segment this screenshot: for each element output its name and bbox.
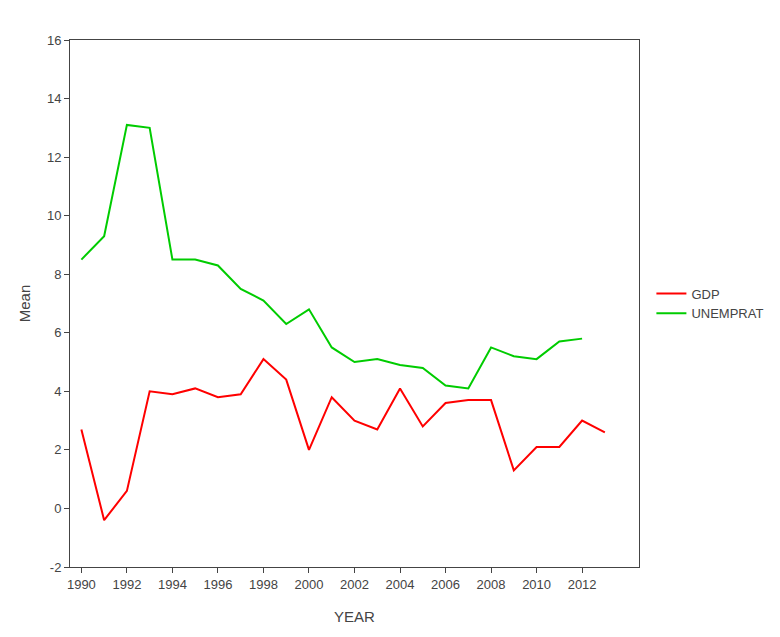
svg-text:UNEMPRAT: UNEMPRAT <box>691 306 763 321</box>
svg-text:2012: 2012 <box>568 577 597 592</box>
svg-text:2006: 2006 <box>431 577 460 592</box>
svg-text:6: 6 <box>54 325 61 340</box>
svg-text:8: 8 <box>54 267 61 282</box>
svg-text:YEAR: YEAR <box>334 608 375 625</box>
svg-text:14: 14 <box>47 91 61 106</box>
svg-text:0: 0 <box>54 501 61 516</box>
svg-text:2000: 2000 <box>295 577 324 592</box>
svg-text:1990: 1990 <box>67 577 96 592</box>
svg-text:2: 2 <box>54 442 61 457</box>
svg-text:1998: 1998 <box>249 577 278 592</box>
svg-text:-2: -2 <box>50 560 62 575</box>
svg-text:12: 12 <box>47 150 61 165</box>
svg-text:16: 16 <box>47 33 61 48</box>
svg-text:1992: 1992 <box>112 577 141 592</box>
svg-text:1996: 1996 <box>203 577 232 592</box>
svg-text:4: 4 <box>54 384 61 399</box>
svg-text:1994: 1994 <box>158 577 187 592</box>
svg-text:10: 10 <box>47 208 61 223</box>
svg-text:2002: 2002 <box>340 577 369 592</box>
svg-text:Mean: Mean <box>16 285 33 323</box>
svg-text:GDP: GDP <box>691 287 719 302</box>
svg-text:2004: 2004 <box>386 577 415 592</box>
svg-text:2008: 2008 <box>477 577 506 592</box>
svg-text:2010: 2010 <box>522 577 551 592</box>
